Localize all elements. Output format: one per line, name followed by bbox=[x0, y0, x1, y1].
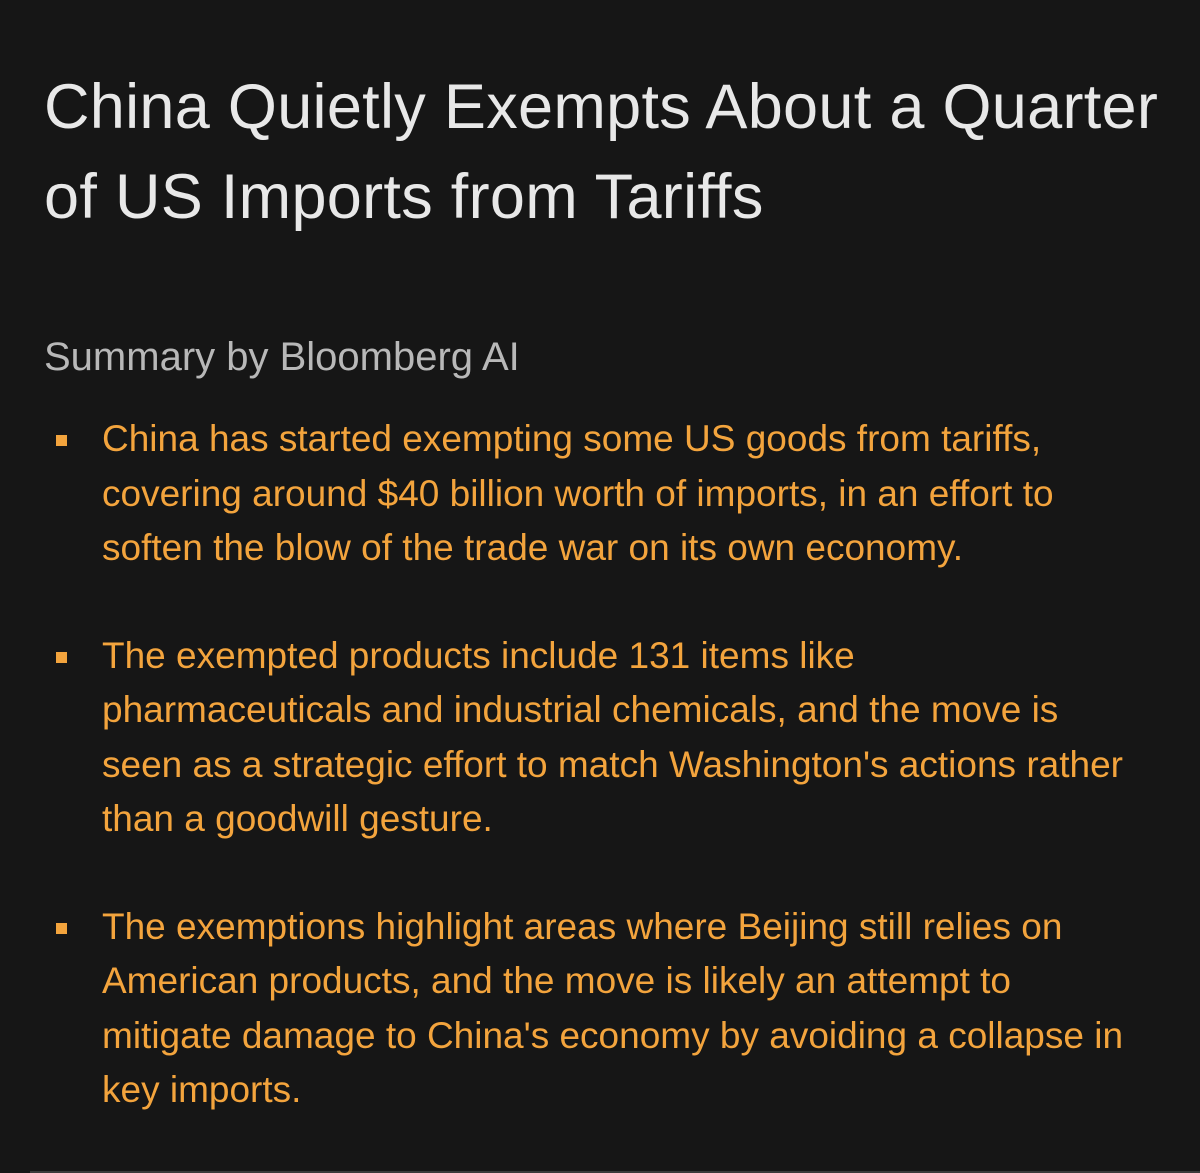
bullet-item: The exemptions highlight areas where Bei… bbox=[44, 900, 1132, 1118]
title: China Quietly Exempts About a Quarter of… bbox=[44, 72, 1159, 232]
divider bbox=[30, 1171, 1200, 1173]
bullet-marker bbox=[56, 922, 67, 934]
bullet-marker bbox=[56, 435, 67, 446]
bullet-marker bbox=[56, 651, 67, 663]
bullet-item: China has started exempting some US good… bbox=[44, 412, 1132, 576]
bullet-text: The exempted products include 131 items … bbox=[102, 634, 1123, 840]
bullet-item: The exempted products include 131 items … bbox=[44, 629, 1132, 847]
subtitle: Summary by Bloomberg AI bbox=[44, 335, 520, 379]
bullet-text: The exemptions highlight areas where Bei… bbox=[102, 905, 1124, 1111]
bullet-text: China has started exempting some US good… bbox=[102, 418, 1054, 568]
bullet-list: China has started exempting some US good… bbox=[44, 412, 1160, 1118]
